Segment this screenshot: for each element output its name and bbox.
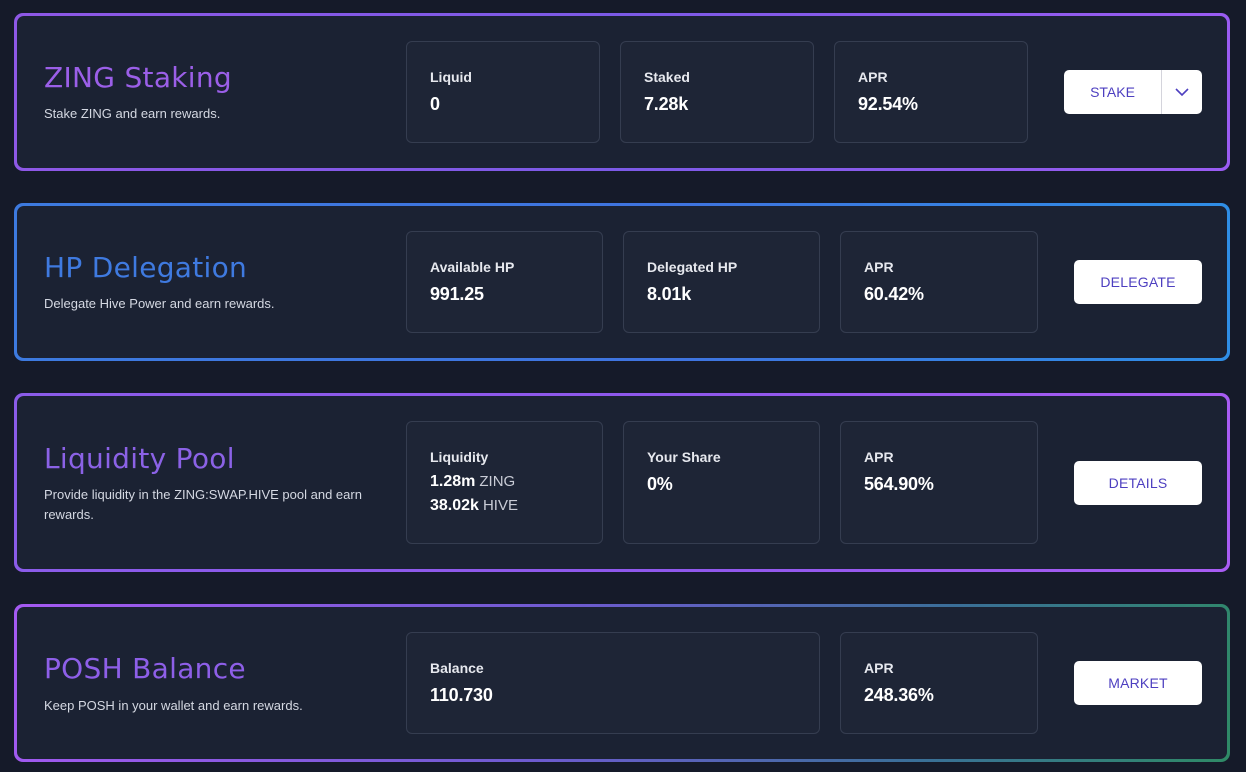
market-button[interactable]: MARKET (1074, 661, 1202, 705)
liquidity-zing-line: 1.28m ZING (430, 473, 515, 491)
liquidity-hive-unit: HIVE (482, 497, 518, 514)
stat-label: APR (864, 660, 894, 676)
stat-label: APR (858, 69, 888, 85)
posh-balance-title: POSH Balance (44, 652, 246, 685)
stat-value: 0% (647, 474, 673, 494)
posh-balance-card-body: POSH Balance Keep POSH in your wallet an… (17, 607, 1227, 759)
stat-label: Staked (644, 69, 690, 85)
stat-label: Balance (430, 660, 484, 676)
chevron-down-icon (1175, 87, 1189, 96)
stat-liquid: Liquid 0 (406, 41, 600, 143)
zing-staking-title: ZING Staking (44, 61, 233, 94)
liquidity-pool-card-body: Liquidity Pool Provide liquidity in the … (17, 396, 1227, 569)
stat-balance: Balance 110.730 (406, 632, 820, 734)
liquidity-pool-card: Liquidity Pool Provide liquidity in the … (14, 393, 1230, 572)
hp-delegation-card-body: HP Delegation Delegate Hive Power and ea… (17, 206, 1227, 358)
stat-label: Your Share (647, 449, 721, 465)
stat-apr: APR 564.90% (840, 421, 1038, 544)
stake-button[interactable]: STAKE (1064, 70, 1162, 114)
hp-delegation-description: Delegate Hive Power and earn rewards. (44, 296, 275, 311)
stat-label: Available HP (430, 259, 515, 275)
liquidity-zing-unit: ZING (479, 473, 516, 490)
stat-value: 564.90% (864, 474, 934, 494)
zing-staking-card: ZING Staking Stake ZING and earn rewards… (14, 13, 1230, 171)
stat-value: 7.28k (644, 94, 689, 114)
stat-available-hp: Available HP 991.25 (406, 231, 603, 333)
stat-staked: Staked 7.28k (620, 41, 814, 143)
liquidity-hive-line: 38.02k HIVE (430, 497, 518, 515)
zing-staking-card-body: ZING Staking Stake ZING and earn rewards… (17, 16, 1227, 168)
stat-value: 991.25 (430, 284, 484, 304)
liquidity-zing-amount: 1.28m (430, 473, 476, 490)
stat-delegated-hp: Delegated HP 8.01k (623, 231, 820, 333)
stat-label: Delegated HP (647, 259, 738, 275)
stat-label: APR (864, 259, 894, 275)
stat-value: 8.01k (647, 284, 692, 304)
posh-balance-card: POSH Balance Keep POSH in your wallet an… (14, 604, 1230, 762)
stat-label: Liquidity (430, 449, 489, 465)
stat-value: 60.42% (864, 284, 924, 304)
liquidity-pool-title: Liquidity Pool (44, 442, 235, 475)
posh-balance-description: Keep POSH in your wallet and earn reward… (44, 698, 303, 713)
hp-delegation-title: HP Delegation (44, 251, 248, 284)
stat-value: 92.54% (858, 94, 918, 114)
stat-apr: APR 248.36% (840, 632, 1038, 734)
liquidity-hive-amount: 38.02k (430, 497, 479, 514)
details-button[interactable]: DETAILS (1074, 461, 1202, 505)
stake-dropdown-toggle[interactable] (1162, 70, 1202, 114)
stat-value: 0 (430, 94, 440, 114)
stat-your-share: Your Share 0% (623, 421, 820, 544)
stat-liquidity: Liquidity 1.28m ZING 38.02k HIVE (406, 421, 603, 544)
delegate-button[interactable]: DELEGATE (1074, 260, 1202, 304)
stat-value: 110.730 (430, 685, 493, 705)
stat-apr: APR 92.54% (834, 41, 1028, 143)
stat-apr: APR 60.42% (840, 231, 1038, 333)
stat-label: APR (864, 449, 894, 465)
stake-split-button: STAKE (1064, 70, 1202, 114)
stat-value: 248.36% (864, 685, 934, 705)
stat-label: Liquid (430, 69, 472, 85)
zing-staking-description: Stake ZING and earn rewards. (44, 106, 221, 121)
liquidity-pool-description: Provide liquidity in the ZING:SWAP.HIVE … (44, 487, 362, 522)
hp-delegation-card: HP Delegation Delegate Hive Power and ea… (14, 203, 1230, 361)
